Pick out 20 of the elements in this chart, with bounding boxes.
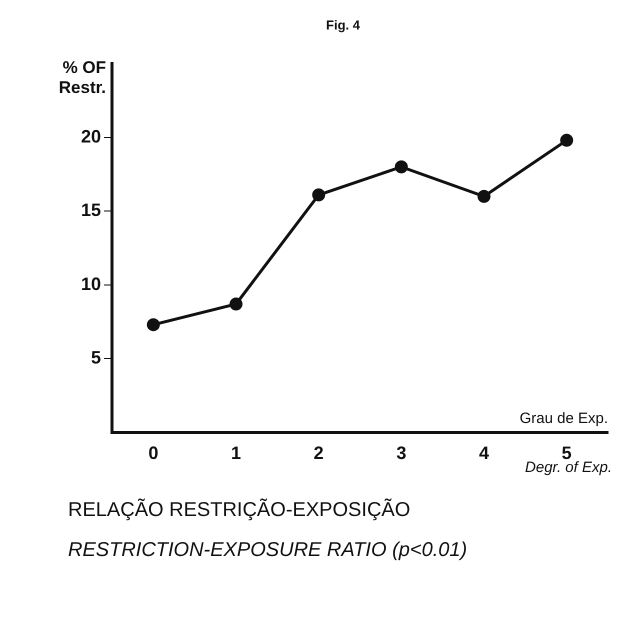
text: RELAÇÃO RESTRIÇÃO-EXPOSIÇÃO <box>68 498 410 521</box>
x-tick-label: 1 <box>231 443 242 464</box>
x-tick-label: 4 <box>479 443 490 464</box>
text: RESTRICTION-EXPOSURE RATIO (p<0.01) <box>68 538 468 561</box>
point <box>146 318 160 332</box>
y-tick-label: 10 <box>80 274 102 294</box>
x-tick-label: 2 <box>314 443 324 464</box>
y-tick-label: 5 <box>91 348 102 368</box>
point <box>394 160 408 174</box>
y-axis-title: % OF Restr. <box>58 58 106 97</box>
y-tick-label: 15 <box>80 200 102 220</box>
y-tick-label: 20 <box>80 126 102 146</box>
point <box>560 134 574 147</box>
x-tick-label: 3 <box>396 443 406 464</box>
point <box>312 188 326 202</box>
x-tick-label: 0 <box>148 443 158 464</box>
chart-title: Fig. 4 <box>326 17 361 32</box>
point <box>478 190 491 203</box>
point <box>230 298 243 311</box>
x-axis-title: Grau de Exp. <box>520 410 608 428</box>
